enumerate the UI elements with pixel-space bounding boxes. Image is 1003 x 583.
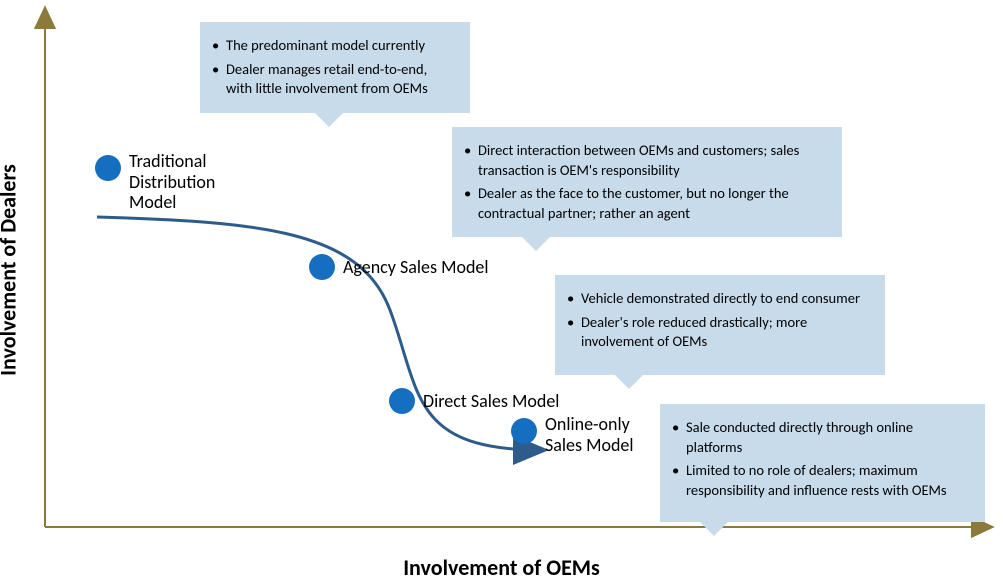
node-label-agency: Agency Sales Model: [343, 257, 489, 278]
callout-bullet: Direct interaction between OEMs and cust…: [478, 141, 828, 180]
callout-bullet: Dealer's role reduced drastically; more …: [581, 313, 871, 352]
node-direct: Direct Sales Model: [389, 388, 559, 414]
node-label-online: Online-only Sales Model: [545, 414, 634, 455]
callout-online: Sale conducted directly through online p…: [660, 404, 985, 522]
callout-bullet: The predominant model currently: [226, 36, 456, 56]
y-axis-label: Involvement of Dealers: [0, 164, 22, 376]
dot-online: [511, 418, 537, 444]
callout-tail: [615, 375, 643, 389]
x-axis-label: Involvement of OEMs: [0, 554, 1003, 581]
callout-list: Vehicle demonstrated directly to end con…: [563, 289, 871, 352]
callout-list: The predominant model currently Dealer ma…: [208, 36, 456, 99]
callout-traditional: The predominant model currently Dealer ma…: [200, 22, 470, 113]
callout-direct: Vehicle demonstrated directly to end con…: [555, 275, 885, 375]
callout-tail: [700, 522, 728, 536]
dot-traditional: [95, 155, 121, 181]
node-traditional: Traditional Distribution Model: [95, 155, 215, 213]
dot-agency: [309, 254, 335, 280]
callout-list: Sale conducted directly through online p…: [668, 418, 971, 500]
callout-tail: [522, 237, 550, 251]
callout-bullet: Sale conducted directly through online p…: [686, 418, 971, 457]
callout-list: Direct interaction between OEMs and cust…: [460, 141, 828, 223]
callout-bullet: Limited to no role of dealers; maximum r…: [686, 461, 971, 500]
callout-tail: [315, 113, 343, 127]
node-online: Online-only Sales Model: [511, 418, 634, 455]
node-label-traditional: Traditional Distribution Model: [129, 151, 215, 213]
callout-bullet: Dealer as the face to the customer, but …: [478, 184, 828, 223]
callout-bullet: Vehicle demonstrated directly to end con…: [581, 289, 871, 309]
callout-agency: Direct interaction between OEMs and cust…: [452, 127, 842, 237]
diagram-stage: Involvement of Dealers Involvement of OE…: [0, 0, 1003, 583]
callout-bullet: Dealer manages retail end-to-end, with l…: [226, 60, 456, 99]
dot-direct: [389, 388, 415, 414]
node-label-direct: Direct Sales Model: [423, 391, 559, 412]
node-agency: Agency Sales Model: [309, 254, 489, 280]
